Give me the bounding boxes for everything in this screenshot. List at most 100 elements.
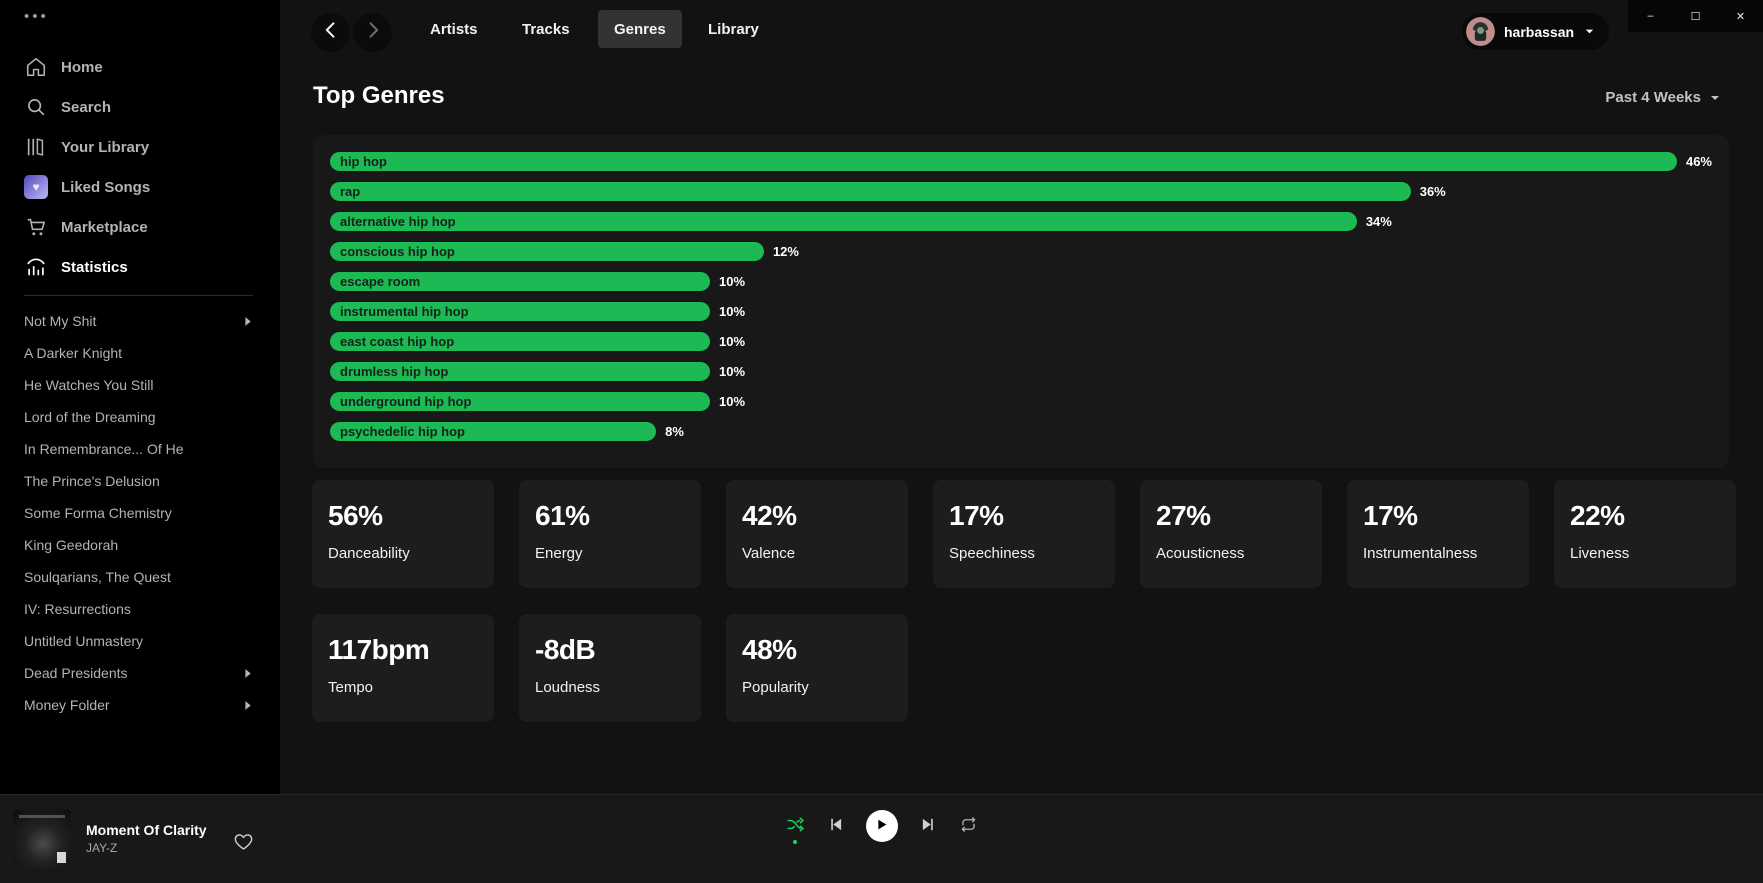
stat-label: Instrumentalness xyxy=(1363,545,1478,562)
playlist-item[interactable]: A Darker Knight xyxy=(0,337,280,369)
playlist-name: Some Forma Chemistry xyxy=(24,505,172,521)
sidebar-item-liked-songs[interactable]: ♥ Liked Songs xyxy=(0,167,280,207)
playlist-name: Lord of the Dreaming xyxy=(24,409,156,425)
genre-value: 10% xyxy=(719,274,746,289)
nav-back-button[interactable] xyxy=(311,13,350,52)
search-icon xyxy=(24,95,48,119)
next-track-button[interactable] xyxy=(920,816,937,836)
playlist-item[interactable]: IV: Resurrections xyxy=(0,593,280,625)
stat-label: Tempo xyxy=(328,679,374,696)
stat-label: Energy xyxy=(535,545,583,562)
chevron-right-icon xyxy=(241,315,254,328)
playlist-item[interactable]: Untitled Unmastery xyxy=(0,625,280,657)
genre-bar[interactable]: instrumental hip hop xyxy=(330,302,711,321)
playlist-item[interactable]: Soulqarians, The Quest xyxy=(0,561,280,593)
playlist-name: Soulqarians, The Quest xyxy=(24,569,171,585)
genre-bar[interactable]: psychedelic hip hop xyxy=(330,422,657,441)
time-range-dropdown[interactable]: Past 4 Weeks xyxy=(1605,89,1721,106)
playlist-name: In Remembrance... Of He xyxy=(24,441,184,457)
playlist-item[interactable]: Some Forma Chemistry xyxy=(0,497,280,529)
stat-value: 117bpm xyxy=(328,634,430,665)
tab-tracks[interactable]: Tracks xyxy=(522,10,570,48)
tab-genres[interactable]: Genres xyxy=(598,10,682,48)
user-menu[interactable]: harbassan xyxy=(1462,13,1610,50)
genre-bar-row: east coast hip hop 10% xyxy=(330,332,1712,351)
stat-card-speechiness: 17% Speechiness xyxy=(933,480,1115,588)
album-art[interactable] xyxy=(13,810,71,868)
genre-bar[interactable]: rap xyxy=(330,182,1411,201)
cart-icon xyxy=(24,215,48,239)
genre-bar[interactable]: escape room xyxy=(330,272,711,291)
genre-bar-row: hip hop 46% xyxy=(330,152,1712,171)
playlist-item[interactable]: In Remembrance... Of He xyxy=(0,433,280,465)
stat-value: 17% xyxy=(1363,500,1418,531)
playlist-item[interactable]: Lord of the Dreaming xyxy=(0,401,280,433)
album-art-caption xyxy=(19,815,65,818)
now-playing-title[interactable]: Moment Of Clarity xyxy=(86,822,207,838)
genre-bar[interactable]: underground hip hop xyxy=(330,392,711,411)
stats-icon xyxy=(24,255,48,279)
tab-library[interactable]: Library xyxy=(708,10,759,48)
previous-track-button[interactable] xyxy=(827,816,844,836)
smart-shuffle-button[interactable] xyxy=(786,815,805,844)
genre-bar[interactable]: conscious hip hop xyxy=(330,242,764,261)
genre-bar[interactable]: east coast hip hop xyxy=(330,332,711,351)
maximize-button[interactable]: ☐ xyxy=(1690,10,1701,23)
stat-value: 17% xyxy=(949,500,1004,531)
sidebar-item-marketplace[interactable]: Marketplace xyxy=(0,207,280,247)
app-menu-icon[interactable]: ••• xyxy=(24,8,49,25)
genre-value: 36% xyxy=(1419,184,1446,199)
sidebar-item-home[interactable]: Home xyxy=(0,47,280,87)
genre-value: 46% xyxy=(1685,154,1712,169)
playlist-name: The Prince's Delusion xyxy=(24,473,160,489)
genre-bar[interactable]: alternative hip hop xyxy=(330,212,1357,231)
chevron-right-icon xyxy=(241,699,254,712)
stat-value: 61% xyxy=(535,500,590,531)
like-track-button[interactable] xyxy=(233,831,254,855)
playlist-item[interactable]: He Watches You Still xyxy=(0,369,280,401)
playlist-item[interactable]: King Geedorah xyxy=(0,529,280,561)
genre-bar[interactable]: hip hop xyxy=(330,152,1677,171)
genre-bar[interactable]: drumless hip hop xyxy=(330,362,711,381)
genre-value: 12% xyxy=(772,244,799,259)
stat-card-energy: 61% Energy xyxy=(519,480,701,588)
avatar xyxy=(1466,17,1495,46)
stat-card-popularity: 48% Popularity xyxy=(726,614,908,722)
playlist-name: Dead Presidents xyxy=(24,665,128,681)
playlist-folder[interactable]: Not My Shit xyxy=(0,305,280,337)
stat-label: Speechiness xyxy=(949,545,1035,562)
genre-bar-row: escape room 10% xyxy=(330,272,1712,291)
window-titlebar: – ☐ ✕ xyxy=(1628,0,1763,32)
minimize-button[interactable]: – xyxy=(1647,10,1654,22)
chevron-right-icon xyxy=(241,667,254,680)
nav-forward-button[interactable] xyxy=(353,13,392,52)
genre-bar-row: underground hip hop 10% xyxy=(330,392,1712,411)
sidebar-divider xyxy=(24,295,253,296)
playlist-name: A Darker Knight xyxy=(24,345,123,361)
repeat-button[interactable] xyxy=(959,815,978,837)
play-pause-button[interactable] xyxy=(865,810,898,842)
sidebar-item-your-library[interactable]: Your Library xyxy=(0,127,280,167)
genre-label: rap xyxy=(340,184,361,199)
genre-label: underground hip hop xyxy=(340,394,472,409)
playlist-name: Money Folder xyxy=(24,697,110,713)
page-title: Top Genres xyxy=(313,82,445,109)
stat-label: Loudness xyxy=(535,679,601,696)
now-playing-artist[interactable]: JAY-Z xyxy=(86,841,118,855)
genre-value: 8% xyxy=(665,424,684,439)
stat-label: Acousticness xyxy=(1156,545,1245,562)
play-icon xyxy=(874,817,889,835)
stat-label: Popularity xyxy=(742,679,809,696)
playlist-folder[interactable]: Dead Presidents xyxy=(0,657,280,689)
playlist-item[interactable]: The Prince's Delusion xyxy=(0,465,280,497)
shuffle-icon xyxy=(786,815,805,837)
sidebar-item-statistics[interactable]: Statistics xyxy=(0,247,280,287)
sidebar-item-search[interactable]: Search xyxy=(0,87,280,127)
genre-bar-row: rap 36% xyxy=(330,182,1712,201)
tab-artists[interactable]: Artists xyxy=(430,10,478,48)
close-button[interactable]: ✕ xyxy=(1735,10,1746,23)
playlist-folder[interactable]: Money Folder xyxy=(0,689,280,721)
audio-feature-cards: 56% Danceability 61% Energy 42% Valence 17% Spe… xyxy=(312,480,1736,722)
chevron-left-icon xyxy=(321,20,341,45)
